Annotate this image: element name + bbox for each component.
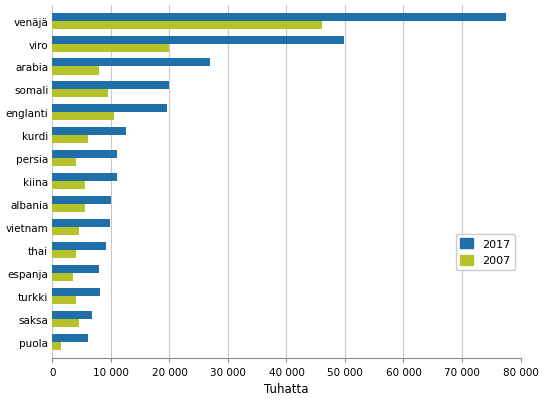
Bar	[52, 288, 101, 296]
Bar	[52, 319, 79, 327]
Bar	[52, 90, 108, 98]
Bar	[52, 342, 61, 350]
Bar	[52, 67, 99, 75]
Bar	[52, 196, 111, 205]
Bar	[52, 159, 76, 167]
Bar	[52, 250, 76, 258]
Bar	[52, 22, 322, 30]
X-axis label: Tuhatta: Tuhatta	[264, 383, 309, 395]
Bar	[52, 128, 126, 136]
Bar	[52, 113, 114, 121]
Bar	[52, 311, 92, 319]
Bar	[52, 151, 117, 159]
Bar	[52, 59, 211, 67]
Bar	[52, 273, 73, 282]
Bar	[52, 14, 506, 22]
Bar	[52, 334, 88, 342]
Bar	[52, 227, 79, 235]
Bar	[52, 174, 117, 182]
Bar	[52, 82, 170, 90]
Bar	[52, 219, 110, 227]
Bar	[52, 242, 106, 250]
Bar	[52, 45, 170, 53]
Bar	[52, 136, 88, 144]
Bar	[52, 265, 99, 273]
Bar	[52, 205, 85, 213]
Bar	[52, 182, 85, 190]
Bar	[52, 296, 76, 304]
Bar	[52, 36, 344, 45]
Bar	[52, 105, 166, 113]
Legend: 2017, 2007: 2017, 2007	[455, 234, 515, 270]
